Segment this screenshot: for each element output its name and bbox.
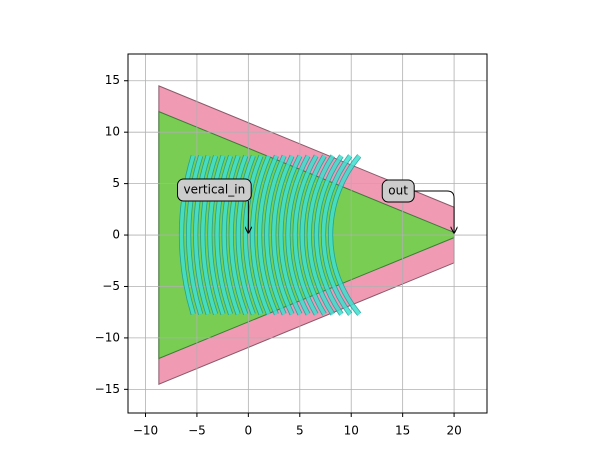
y-tick-label: −15 (95, 382, 120, 396)
grating-arc (249, 154, 272, 316)
grating-arc-fill (293, 154, 318, 316)
y-tick-label: 0 (112, 228, 120, 242)
grating-arc (235, 154, 256, 316)
grating-arc-fill (222, 155, 240, 315)
grating-arc-fill (229, 155, 248, 315)
annotation-text: vertical_in (184, 183, 246, 197)
grating-arc-fill (279, 155, 302, 316)
grating-arc (313, 154, 344, 316)
x-tick-label: 15 (395, 424, 410, 438)
x-tick-label: 5 (296, 424, 304, 438)
grating-arc-fill (215, 155, 233, 315)
grating-arc (320, 154, 353, 316)
grating-arc-fill (250, 155, 271, 315)
grating-arc (264, 154, 287, 316)
annotation-box (381, 179, 415, 203)
y-tick-label: 15 (105, 73, 120, 87)
grating-arc-fill (300, 154, 326, 316)
grating-arc-fill (201, 155, 218, 315)
grating-arc (299, 154, 327, 316)
grating-arc-fill (236, 155, 256, 315)
grating-arc (221, 154, 241, 316)
annotation-arrow (414, 190, 454, 233)
grating-arc (242, 154, 264, 316)
grating-arc-fill (314, 154, 343, 316)
grating-arc-fill (307, 154, 335, 316)
x-tick-label: −5 (188, 424, 206, 438)
x-tick-label: −10 (133, 424, 158, 438)
grating-arc-fill (264, 155, 286, 316)
y-tick-label: 10 (105, 125, 120, 139)
y-tick-label: −5 (102, 279, 120, 293)
grating-arc (257, 154, 279, 316)
grating-arc-fill (257, 155, 279, 315)
grating-arc (200, 155, 219, 316)
grating-arc-fill (243, 155, 263, 315)
grating-arc-fill (208, 155, 225, 315)
grating-arc (193, 155, 211, 316)
annotation-box (177, 178, 252, 202)
grating-arc (228, 154, 249, 316)
grating-arc-fill (286, 154, 310, 316)
grating-arc (214, 154, 234, 316)
grating-arc (328, 154, 362, 316)
grating-arc-fill (193, 155, 210, 315)
grating-arc (271, 154, 295, 316)
grating-arc-fill (321, 154, 352, 316)
grating-arc (207, 154, 226, 316)
grating-arc-fill (179, 155, 195, 315)
grating-arc (306, 154, 336, 316)
grating-arc-fill (328, 154, 361, 316)
grating-arc-fill (272, 155, 294, 316)
grating-arc (292, 154, 319, 316)
grating-arc (285, 154, 311, 316)
grating-arc (185, 155, 204, 316)
x-tick-label: 20 (446, 424, 461, 438)
grating-arc (178, 155, 196, 316)
grating-arc-fill (186, 155, 203, 315)
grating-arc (278, 154, 303, 316)
axes-frame (127, 53, 488, 414)
annotation-text: out (388, 184, 408, 198)
x-tick-label: 0 (245, 424, 253, 438)
x-tick-label: 10 (344, 424, 359, 438)
y-tick-label: 5 (112, 176, 120, 190)
y-tick-label: −10 (95, 330, 120, 344)
